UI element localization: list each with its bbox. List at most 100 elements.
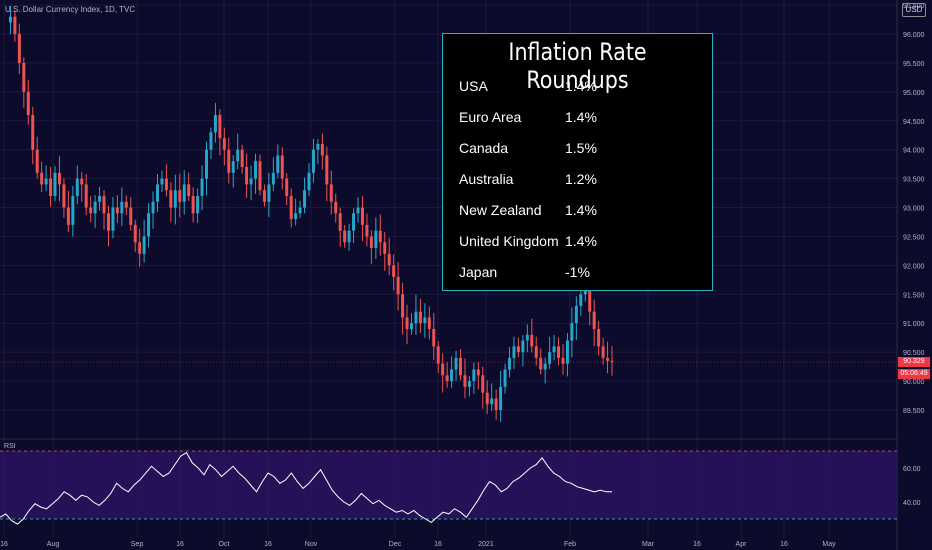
rsi-label: RSI xyxy=(4,443,16,450)
candle-body xyxy=(138,242,142,254)
candle-body xyxy=(405,317,409,330)
panel-country: Canada xyxy=(459,140,509,156)
candle-body xyxy=(66,207,70,225)
candle-body xyxy=(499,386,503,410)
candle-body xyxy=(178,190,182,202)
candle-body xyxy=(84,184,88,208)
candle-body xyxy=(423,317,427,324)
candle-body xyxy=(592,311,596,330)
candle-body xyxy=(360,207,364,225)
candle-body xyxy=(240,149,244,168)
price-tick-label: 95.500 xyxy=(903,61,925,68)
panel-rate: -1% xyxy=(565,264,590,280)
panel-rate: 1.4% xyxy=(565,233,597,249)
time-tick-label: 16 xyxy=(0,541,8,548)
time-tick-label: Nov xyxy=(305,541,318,548)
time-tick-label: Oct xyxy=(219,541,230,548)
candle-body xyxy=(280,155,284,179)
price-tick-label: 90.000 xyxy=(903,379,925,386)
time-axis: 16 Aug Sep 16 Oct 16 Nov Dec 16 2021 Feb Mar 16 Apr 16… xyxy=(0,541,836,548)
candle-body xyxy=(218,114,222,139)
candle-body xyxy=(196,195,200,214)
candle-body xyxy=(209,132,213,150)
candle-body xyxy=(516,346,520,353)
candle-body xyxy=(583,288,587,295)
candle-body xyxy=(378,230,382,243)
candle-body xyxy=(476,369,480,376)
candle-body xyxy=(222,138,226,150)
candle-body xyxy=(325,155,329,185)
candle-body xyxy=(561,357,565,364)
candle-body xyxy=(454,357,458,370)
candle-body xyxy=(530,334,534,347)
time-tick-label: Dec xyxy=(389,541,402,548)
candle-body xyxy=(565,340,569,364)
candle-body xyxy=(414,311,418,324)
candle-body xyxy=(459,357,462,376)
candle-body xyxy=(441,363,445,376)
candle-body xyxy=(93,201,97,214)
candle-body xyxy=(490,398,494,405)
candle-body xyxy=(579,294,583,306)
candle-body xyxy=(396,276,400,295)
candle-body xyxy=(597,329,601,347)
candle-body xyxy=(62,184,66,208)
time-tick-label: Mar xyxy=(642,541,655,548)
panel-country: Australia xyxy=(459,171,514,187)
currency-button[interactable]: USD xyxy=(902,3,926,17)
candle-body xyxy=(463,375,467,387)
rsi-tick-label: 60.00 xyxy=(903,466,921,473)
price-tick-label: 96.500 xyxy=(903,3,925,10)
candle-body xyxy=(369,236,373,249)
rsi-band-fill xyxy=(0,451,897,519)
time-tick-label: 16 xyxy=(693,541,701,548)
candle-body xyxy=(80,178,84,185)
candle-body xyxy=(481,375,485,393)
candle-body xyxy=(17,34,21,63)
candle-body xyxy=(31,114,35,150)
candle-body xyxy=(557,346,561,358)
candle-body xyxy=(205,149,209,179)
price-tick-label: 96.000 xyxy=(903,32,925,39)
candle-body xyxy=(89,207,93,214)
panel-rate: 1.5% xyxy=(565,140,597,156)
candle-body xyxy=(303,190,307,208)
rsi-tick-label: 40.00 xyxy=(903,500,921,507)
panel-country: Euro Area xyxy=(459,109,522,125)
price-tick-label: 89.500 xyxy=(903,408,925,415)
candle-body xyxy=(258,161,262,191)
candle-body xyxy=(392,265,396,277)
candle-body xyxy=(285,178,289,196)
candle-body xyxy=(543,363,547,370)
countdown-tag: 05:06:49 xyxy=(898,369,930,379)
panel-rate: 1.4% xyxy=(565,202,597,218)
candle-body xyxy=(503,369,507,387)
candle-body xyxy=(606,357,610,361)
candle-body xyxy=(387,253,391,266)
candle-body xyxy=(142,236,146,254)
panel-title: Inflation Rate Roundups xyxy=(508,38,647,94)
candle-body xyxy=(276,155,280,173)
candle-body xyxy=(187,184,191,196)
candle-body xyxy=(49,178,53,196)
candle-body xyxy=(316,143,320,150)
time-tick-label: 16 xyxy=(780,541,788,548)
candle-body xyxy=(191,195,195,214)
price-tick-label: 90.500 xyxy=(903,350,925,357)
rsi-pane: 60.00 40.00 xyxy=(0,450,921,525)
candle-body xyxy=(173,190,177,208)
candle-body xyxy=(267,184,271,202)
panel-rate: 1.4% xyxy=(565,109,597,125)
time-tick-label: Sep xyxy=(131,541,144,548)
candle-body xyxy=(26,91,30,115)
candle-body xyxy=(213,114,217,133)
candle-body xyxy=(57,172,61,185)
candle-body xyxy=(450,369,454,382)
candle-body xyxy=(169,190,173,208)
candle-body xyxy=(343,230,347,243)
candle-body xyxy=(200,178,204,196)
price-tick-label: 91.000 xyxy=(903,321,925,328)
candle-body xyxy=(401,294,405,318)
candle-body xyxy=(245,167,249,185)
candle-body xyxy=(182,184,186,202)
